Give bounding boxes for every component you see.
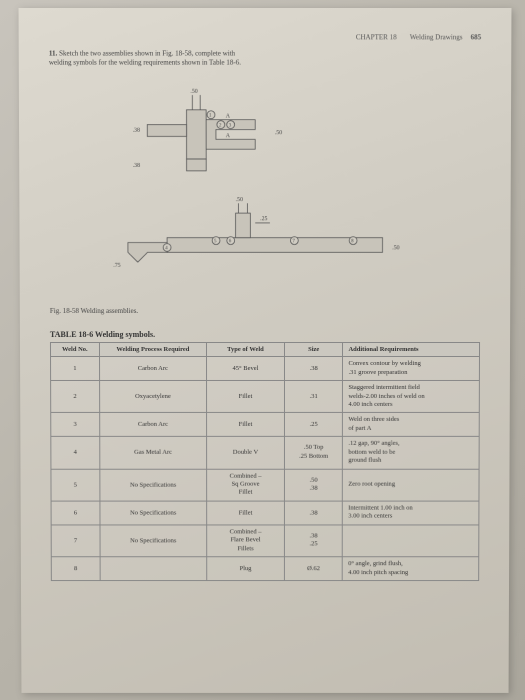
table-header-row: Weld No. Welding Process Required Type o… bbox=[50, 343, 479, 357]
cell: .38 .25 bbox=[284, 525, 342, 557]
cell: 45° Bevel bbox=[206, 357, 284, 381]
table-row: 5 No Specifications Combined – Sq Groove… bbox=[51, 469, 479, 501]
figure-caption: Fig. 18-58 Welding assemblies. bbox=[50, 307, 480, 315]
cell: 5 bbox=[51, 469, 100, 501]
cell: .50 .38 bbox=[284, 469, 342, 501]
svg-text:A: A bbox=[226, 114, 231, 120]
cell: Fillet bbox=[207, 413, 285, 437]
table-caption: TABLE 18-6 Welding symbols. bbox=[50, 330, 480, 339]
table-row: 3 Carbon Arc Fillet .25 Weld on three si… bbox=[51, 413, 480, 437]
svg-text:.50: .50 bbox=[190, 89, 197, 95]
cell: Fillet bbox=[207, 501, 285, 525]
table-row: 8 Plug Ø.62 0° angle, grind flush, 4.00 … bbox=[51, 557, 478, 581]
cell: Ø.62 bbox=[284, 557, 342, 581]
svg-text:A: A bbox=[226, 134, 231, 140]
welding-symbols-table: Weld No. Welding Process Required Type o… bbox=[50, 342, 480, 581]
cell: Staggered intermittent field welds-2.00 … bbox=[343, 381, 480, 413]
table-row: 1 Carbon Arc 45° Bevel .38 Convex contou… bbox=[51, 357, 480, 381]
cell: 3 bbox=[51, 413, 100, 437]
cell: 6 bbox=[51, 501, 100, 525]
cell: .31 bbox=[284, 381, 342, 413]
col-type: Type of Weld bbox=[206, 343, 284, 357]
cell: No Specifications bbox=[100, 525, 207, 557]
chapter-title: Welding Drawings bbox=[410, 33, 463, 41]
table-row: 4 Gas Metal Arc Double V .50 Top .25 Bot… bbox=[51, 437, 479, 469]
cell: Plug bbox=[207, 557, 285, 581]
cell: Intermittent 1.00 inch on 3.00 inch cent… bbox=[343, 501, 479, 525]
col-process: Welding Process Required bbox=[99, 343, 206, 357]
cell: Zero root opening bbox=[343, 469, 479, 501]
cell: Convex contour by welding .31 groove pre… bbox=[343, 357, 480, 381]
cell: Fillet bbox=[207, 381, 285, 413]
figure-diagram: .50 .38 A A .50 1 2 3 .38 bbox=[49, 78, 481, 299]
cell: .25 bbox=[284, 413, 342, 437]
table-row: 7 No Specifications Combined – Flare Bev… bbox=[51, 525, 479, 557]
svg-text:.50: .50 bbox=[392, 246, 399, 252]
table-row: 6 No Specifications Fillet .38 Intermitt… bbox=[51, 501, 479, 525]
svg-text:.25: .25 bbox=[260, 216, 267, 222]
cell bbox=[100, 557, 207, 581]
cell bbox=[343, 525, 479, 557]
svg-text:.75: .75 bbox=[113, 263, 120, 269]
svg-text:.50: .50 bbox=[275, 131, 282, 137]
col-req: Additional Requirements bbox=[343, 343, 480, 357]
problem-statement: 11. Sketch the two assemblies shown in F… bbox=[49, 49, 250, 67]
page-header: CHAPTER 18 Welding Drawings 685 bbox=[49, 33, 481, 41]
cell: 4 bbox=[51, 437, 100, 469]
cell: Weld on three sides of part A bbox=[343, 413, 479, 437]
svg-text:.38: .38 bbox=[133, 163, 140, 169]
cell: Oxyacetylene bbox=[99, 381, 206, 413]
cell: .38 bbox=[284, 357, 342, 381]
cell: No Specifications bbox=[100, 501, 207, 525]
cell: Combined – Sq Groove Fillet bbox=[207, 469, 285, 501]
cell: 8 bbox=[51, 557, 100, 581]
col-size: Size bbox=[284, 343, 342, 357]
textbook-page: CHAPTER 18 Welding Drawings 685 11. Sket… bbox=[19, 8, 512, 693]
cell: 0° angle, grind flush, 4.00 inch pitch s… bbox=[343, 557, 479, 581]
problem-text: Sketch the two assemblies shown in Fig. … bbox=[49, 49, 241, 66]
col-weld-no: Weld No. bbox=[50, 343, 99, 357]
chapter-label: CHAPTER 18 bbox=[356, 33, 397, 41]
svg-text:.38: .38 bbox=[133, 128, 140, 134]
cell: Carbon Arc bbox=[99, 413, 206, 437]
problem-number: 11. bbox=[49, 49, 57, 57]
cell: .50 Top .25 Bottom bbox=[284, 437, 342, 469]
cell: .12 gap, 90° angles, bottom weld to be g… bbox=[343, 437, 479, 469]
cell: 1 bbox=[51, 357, 100, 381]
page-number: 685 bbox=[471, 33, 482, 41]
table-row: 2 Oxyacetylene Fillet .31 Staggered inte… bbox=[51, 381, 480, 413]
cell: Carbon Arc bbox=[99, 357, 206, 381]
cell: No Specifications bbox=[100, 469, 207, 501]
svg-text:.50: .50 bbox=[236, 198, 243, 204]
cell: Combined – Flare Bevel Fillets bbox=[207, 525, 285, 557]
cell: Double V bbox=[207, 437, 285, 469]
cell: 7 bbox=[51, 525, 100, 557]
cell: .38 bbox=[284, 501, 342, 525]
cell: Gas Metal Arc bbox=[99, 437, 206, 469]
cell: 2 bbox=[51, 381, 100, 413]
